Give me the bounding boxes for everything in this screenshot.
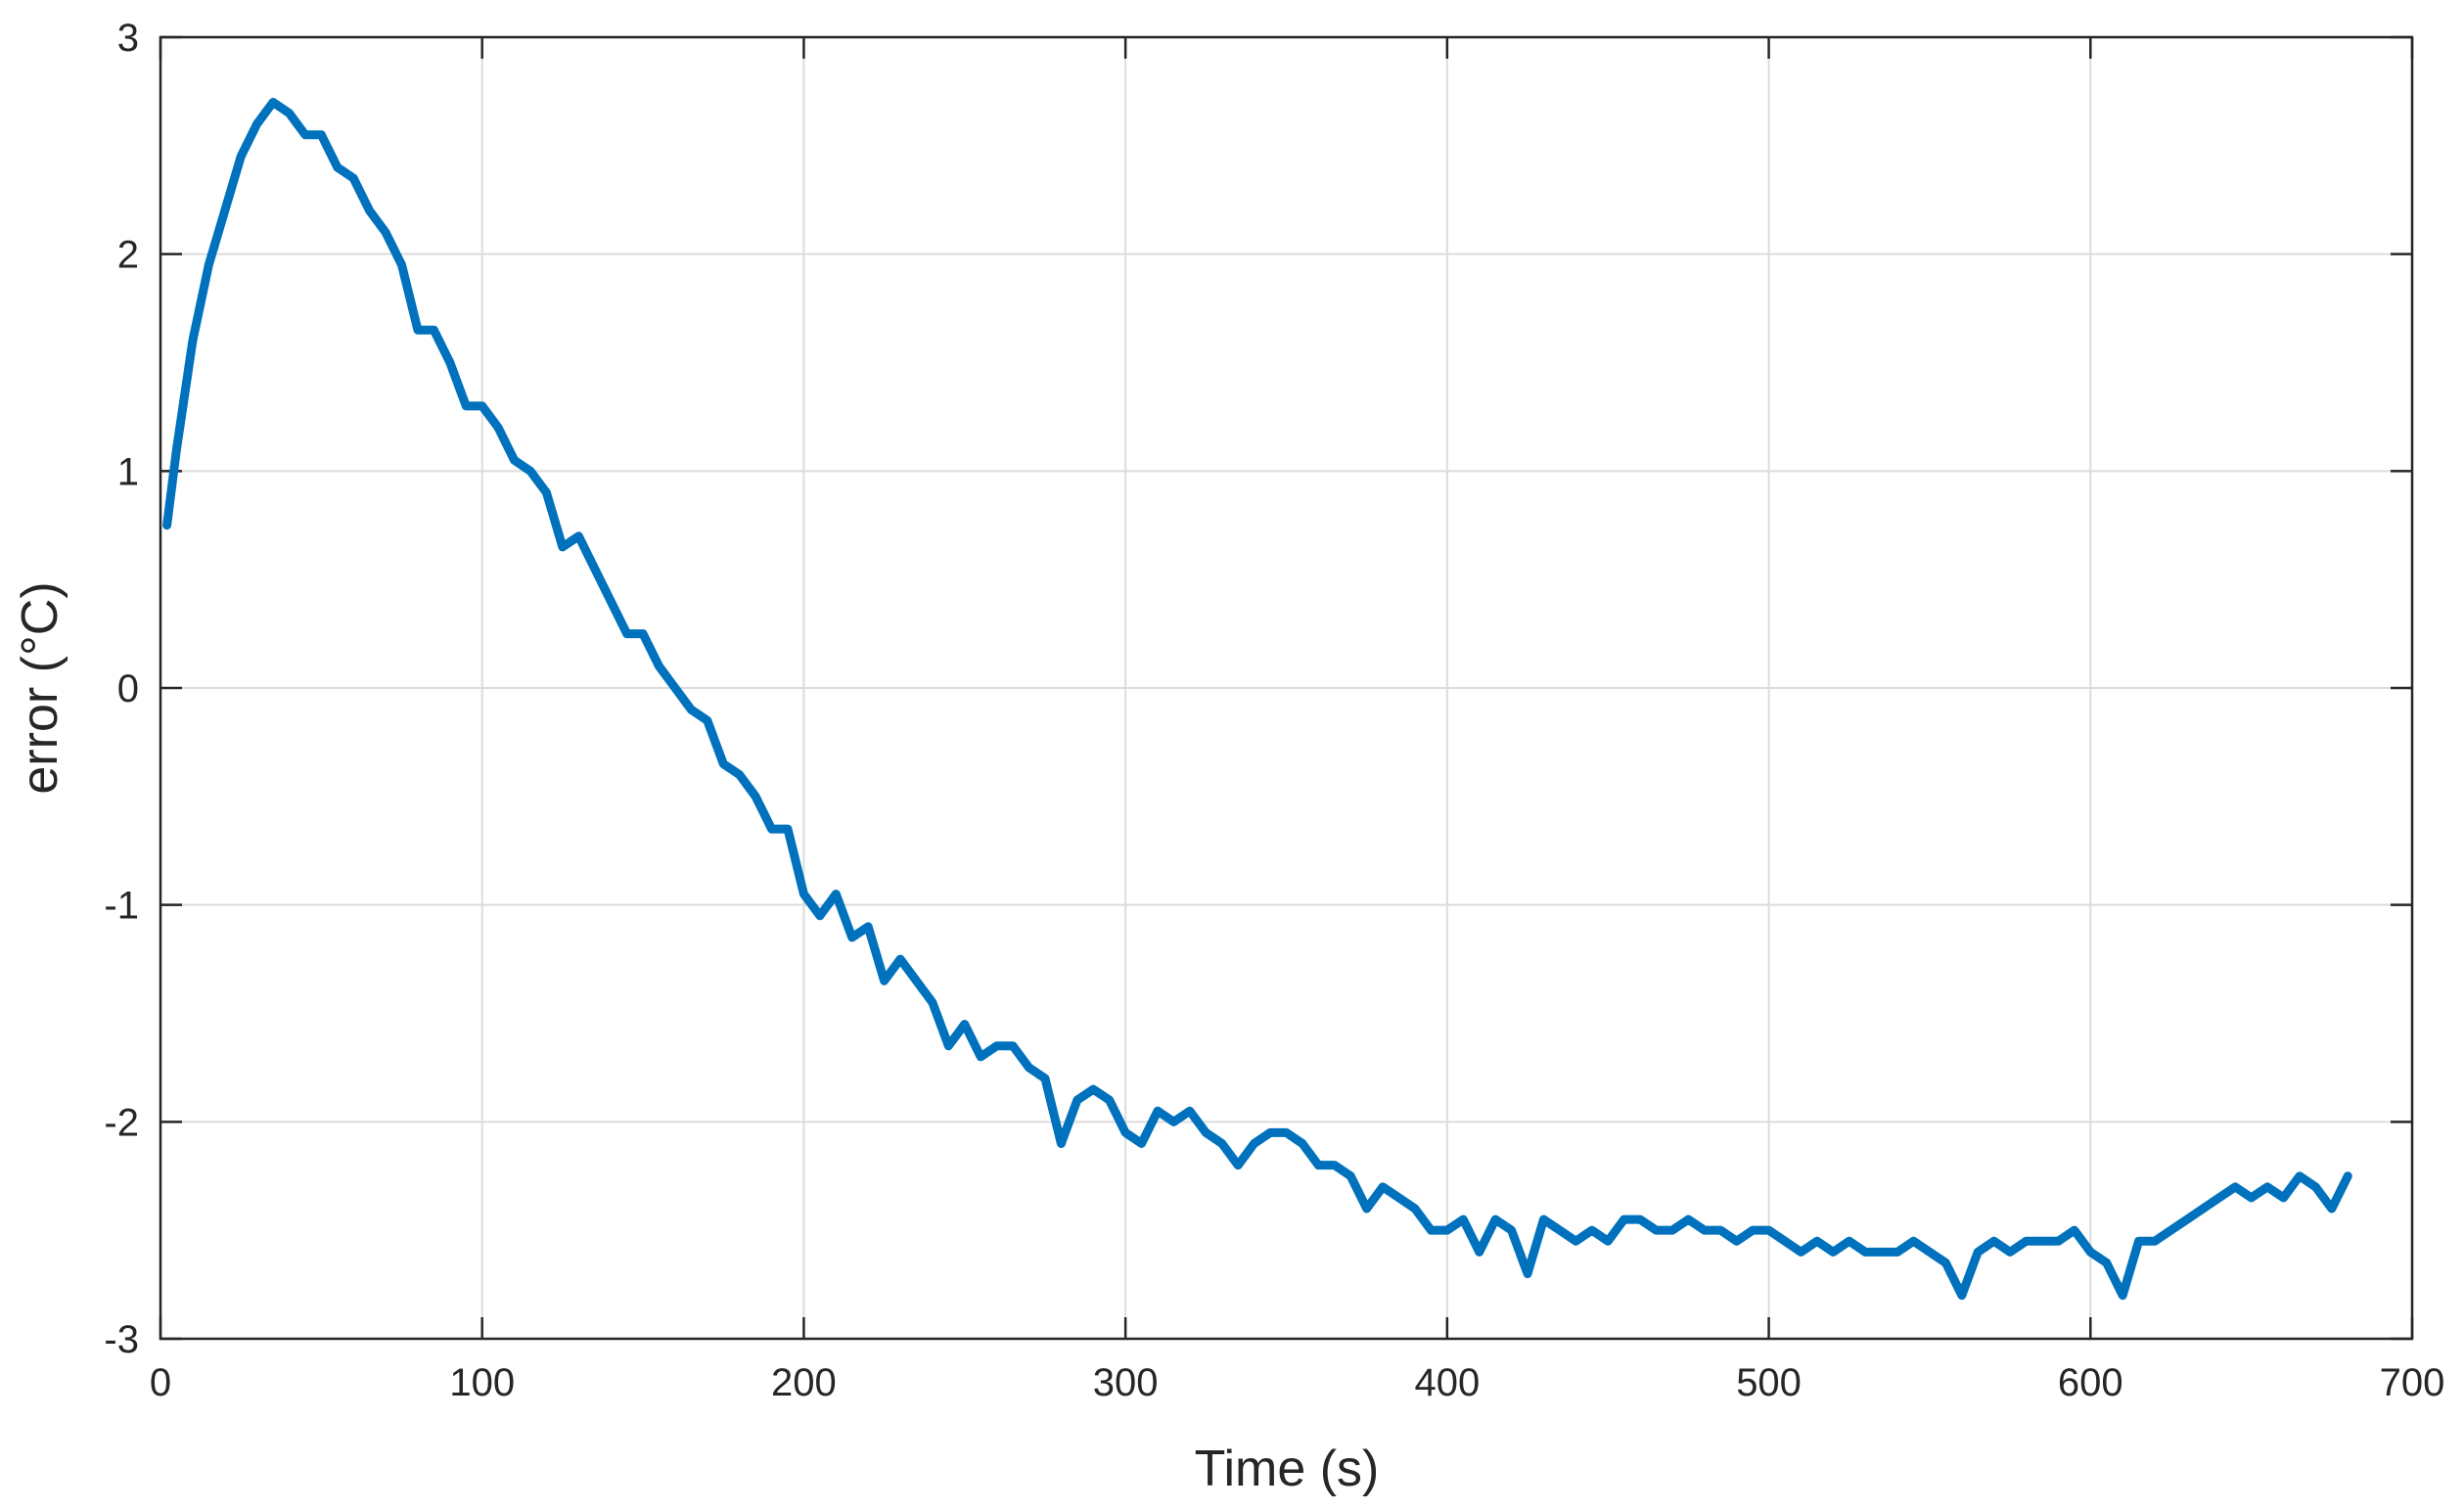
y-tick-label: -2 [104, 1101, 139, 1144]
x-tick-label: 700 [2380, 1361, 2445, 1404]
x-tick-label: 500 [1736, 1361, 1802, 1404]
x-axis-label: Time (s) [1195, 1441, 1380, 1497]
y-axis-label: error (°C) [12, 581, 68, 794]
x-tick-label: 100 [449, 1361, 515, 1404]
y-tick-label: 3 [117, 17, 139, 60]
line [162, 98, 2352, 1301]
y-tick-label: -1 [104, 885, 139, 928]
x-tick-label: 600 [2058, 1361, 2123, 1404]
x-tick-label: 400 [1414, 1361, 1480, 1404]
x-tick-label: 0 [150, 1361, 171, 1404]
y-tick-label: 1 [117, 450, 139, 493]
plot-frame [159, 35, 2414, 1341]
x-tick-label: 300 [1093, 1361, 1159, 1404]
y-tick-label: 0 [117, 667, 139, 710]
y-tick-label: 2 [117, 234, 139, 277]
y-tick-label: -3 [104, 1318, 139, 1361]
x-tick-label: 200 [771, 1361, 837, 1404]
